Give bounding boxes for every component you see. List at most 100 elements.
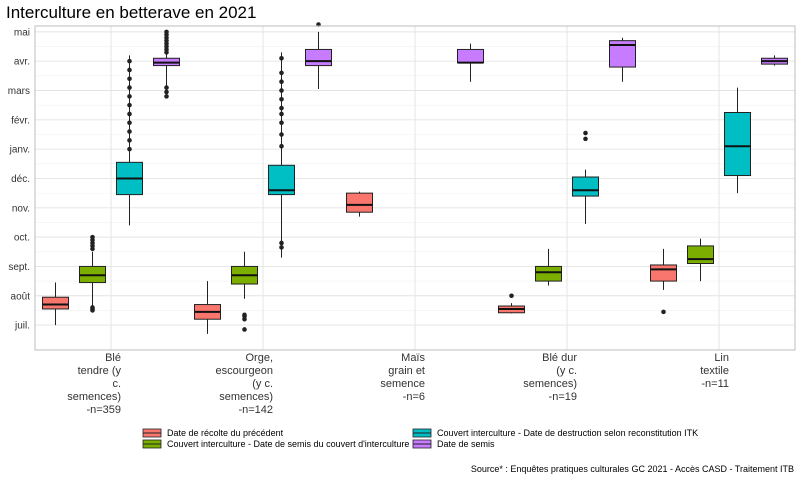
x-tick-label: Lin xyxy=(714,352,729,364)
outlier-point xyxy=(279,55,284,61)
outlier-point xyxy=(509,293,514,299)
outlier-point xyxy=(279,97,284,102)
outlier-point xyxy=(127,138,132,143)
y-tick-label: sept. xyxy=(8,262,30,273)
outlier-point xyxy=(90,234,95,240)
y-axis-ticks: juil. août sept. oct. nov. déc. janv. févr. mars… xyxy=(8,27,30,331)
boxplot xyxy=(609,37,636,82)
boxplot xyxy=(42,282,69,326)
outlier-point xyxy=(279,111,284,117)
x-tick-label: (y c. xyxy=(556,365,577,377)
grid xyxy=(35,26,795,350)
box xyxy=(650,264,677,282)
outlier-point xyxy=(164,94,169,99)
chart-title: Interculture en betterave en 2021 xyxy=(6,3,256,22)
boxplot xyxy=(761,55,788,66)
boxplot xyxy=(231,251,258,332)
outlier-point xyxy=(279,240,284,246)
y-tick-label: avr. xyxy=(14,57,30,68)
boxplot xyxy=(153,29,180,99)
outlier-point xyxy=(279,120,284,126)
boxplot xyxy=(457,43,484,82)
x-tick-label: -n=19 xyxy=(549,391,577,403)
boxplot xyxy=(572,130,599,224)
outlier-point xyxy=(127,58,132,64)
box xyxy=(305,48,332,67)
x-tick-label: (y c. xyxy=(252,378,273,390)
legend-label: Date de semis xyxy=(437,439,495,449)
x-tick-label: grain et xyxy=(388,365,425,377)
x-tick-label: -n=6 xyxy=(403,391,425,403)
outlier-point xyxy=(279,79,284,85)
outlier-point xyxy=(127,102,132,108)
outlier-point xyxy=(164,85,169,90)
outlier-point xyxy=(279,105,284,111)
boxplot xyxy=(305,22,332,90)
outlier-point xyxy=(127,67,132,73)
y-tick-label: juil. xyxy=(14,321,30,332)
box xyxy=(724,111,751,177)
x-tick-label: semences) xyxy=(219,391,273,403)
boxplots xyxy=(42,22,788,334)
y-tick-label: août xyxy=(11,291,31,302)
boxplot xyxy=(498,293,525,314)
boxplot xyxy=(79,234,106,313)
outlier-point xyxy=(127,120,132,126)
x-tick-label: Blé dur xyxy=(542,352,577,364)
outlier-point xyxy=(127,94,132,99)
x-tick-label: -n=11 xyxy=(701,378,729,390)
source-note: Source* : Enquêtes pratiques culturales … xyxy=(471,464,794,474)
box xyxy=(42,296,69,310)
outlier-point xyxy=(242,327,247,332)
boxplot xyxy=(724,87,751,194)
outlier-point xyxy=(127,85,132,90)
outlier-point xyxy=(583,130,588,136)
outlier-point xyxy=(242,312,247,318)
outlier-point xyxy=(279,70,284,76)
boxplot xyxy=(535,248,562,286)
boxplot xyxy=(116,55,143,226)
outlier-point xyxy=(279,88,284,93)
y-tick-label: mai xyxy=(14,27,30,38)
box xyxy=(457,48,484,64)
outlier-point xyxy=(279,143,284,149)
legend-label: Couvert interculture - Date de semis du … xyxy=(167,439,409,449)
legend-label: Couvert interculture - Date de destructi… xyxy=(437,428,698,438)
outlier-point xyxy=(127,129,132,134)
outlier-point xyxy=(164,29,169,35)
outlier-point xyxy=(90,305,95,310)
x-tick-label: c. xyxy=(112,378,121,390)
boxplot xyxy=(194,281,221,334)
x-tick-label: textile xyxy=(700,365,729,377)
outlier-point xyxy=(279,245,284,250)
x-tick-label: semences) xyxy=(523,378,577,390)
outlier-point xyxy=(661,309,666,315)
boxplot xyxy=(650,248,677,315)
x-tick-label: tendre (y xyxy=(78,365,122,377)
x-tick-label: escourgeon xyxy=(216,365,274,377)
boxplot xyxy=(346,191,373,217)
x-tick-label: semence xyxy=(380,378,425,390)
boxplot xyxy=(687,238,714,282)
legend-label: Date de récolte du précédent xyxy=(167,428,284,438)
x-tick-label: -n=359 xyxy=(86,404,121,416)
outlier-point xyxy=(164,89,169,95)
x-tick-label: Maïs xyxy=(401,352,425,364)
boxplot xyxy=(268,52,295,258)
x-tick-label: -n=142 xyxy=(238,404,273,416)
box xyxy=(687,245,714,265)
box xyxy=(535,265,562,282)
y-tick-label: nov. xyxy=(12,203,30,214)
plot-border xyxy=(34,25,796,351)
outlier-point xyxy=(583,136,588,142)
y-tick-label: févr. xyxy=(11,115,30,126)
outlier-point xyxy=(127,146,132,152)
y-tick-label: déc. xyxy=(11,174,30,185)
box xyxy=(572,176,599,197)
outlier-point xyxy=(127,76,132,82)
x-tick-label: Orge, xyxy=(245,352,273,364)
box xyxy=(346,192,373,213)
outlier-point xyxy=(127,111,132,117)
